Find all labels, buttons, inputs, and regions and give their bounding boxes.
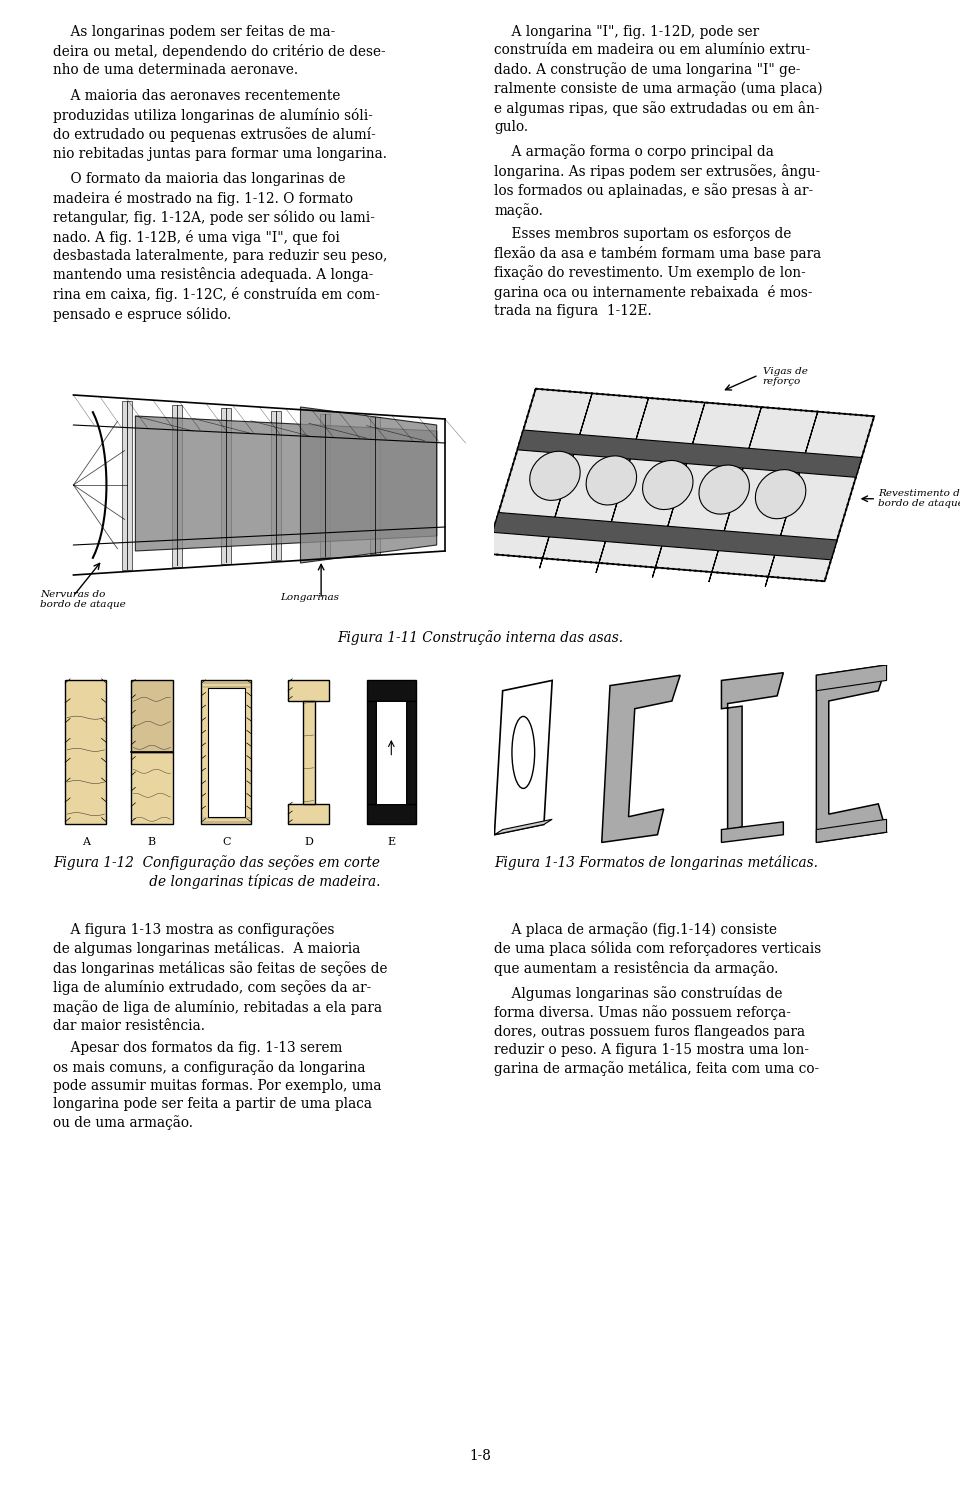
Text: Revestimento do
bordo de ataque: Revestimento do bordo de ataque <box>878 490 960 509</box>
Text: Nervuras do
bordo de ataque: Nervuras do bordo de ataque <box>40 591 126 610</box>
Polygon shape <box>540 393 592 568</box>
Text: A maioria das aeronaves recentemente
produzidas utiliza longarinas de alumínio s: A maioria das aeronaves recentemente pro… <box>53 89 387 161</box>
FancyBboxPatch shape <box>122 402 132 570</box>
Bar <box>207 687 245 817</box>
Ellipse shape <box>756 470 805 519</box>
Bar <box>65 680 107 824</box>
Text: A: A <box>82 838 90 847</box>
Text: Longarinas: Longarinas <box>280 594 339 603</box>
Text: As longarinas podem ser feitas de ma-
deira ou metal, dependendo do critério de : As longarinas podem ser feitas de ma- de… <box>53 25 385 77</box>
Polygon shape <box>517 430 862 478</box>
Text: Apesar dos formatos da fig. 1-13 serem
os mais comuns, a configuração da longari: Apesar dos formatos da fig. 1-13 serem o… <box>53 1042 381 1131</box>
Bar <box>367 701 376 805</box>
Bar <box>202 680 251 824</box>
Polygon shape <box>486 388 875 582</box>
Polygon shape <box>708 408 761 582</box>
FancyBboxPatch shape <box>172 405 181 567</box>
Bar <box>132 753 173 824</box>
FancyBboxPatch shape <box>221 408 231 564</box>
Ellipse shape <box>587 455 636 504</box>
Polygon shape <box>494 820 552 835</box>
Ellipse shape <box>512 716 535 789</box>
Text: A placa de armação (fig.1-14) consiste
de uma placa sólida com reforçadores vert: A placa de armação (fig.1-14) consiste d… <box>494 921 822 976</box>
Text: B: B <box>148 838 156 847</box>
Polygon shape <box>721 673 783 830</box>
Polygon shape <box>300 408 437 562</box>
Polygon shape <box>596 397 649 573</box>
Text: Vigas de
reforço: Vigas de reforço <box>762 366 807 387</box>
Polygon shape <box>653 402 705 577</box>
Bar <box>288 805 329 824</box>
Text: Figura 1-11 Construção interna das asas.: Figura 1-11 Construção interna das asas. <box>337 629 623 644</box>
Polygon shape <box>816 665 886 690</box>
Text: A longarina "I", fig. 1-12D, pode ser
construída em madeira ou em alumínio extru: A longarina "I", fig. 1-12D, pode ser co… <box>494 25 823 134</box>
Bar <box>406 701 416 805</box>
Text: C: C <box>222 838 230 847</box>
Ellipse shape <box>642 460 693 509</box>
Text: 1-8: 1-8 <box>469 1449 491 1463</box>
Polygon shape <box>135 417 437 551</box>
Text: A armação forma o corpo principal da
longarina. As ripas podem ser extrusões, ân: A armação forma o corpo principal da lon… <box>494 144 821 217</box>
FancyBboxPatch shape <box>321 414 330 557</box>
Polygon shape <box>816 665 886 842</box>
Polygon shape <box>816 820 886 842</box>
Bar <box>132 680 173 753</box>
Polygon shape <box>494 680 552 835</box>
Text: Figura 1-12  Configuração das seções em corte
                      de longarina: Figura 1-12 Configuração das seções em c… <box>53 856 380 890</box>
Bar <box>288 680 329 701</box>
Text: O formato da maioria das longarinas de
madeira é mostrado na fig. 1-12. O format: O formato da maioria das longarinas de m… <box>53 173 387 321</box>
Polygon shape <box>765 412 818 586</box>
Text: Figura 1-13 Formatos de longarinas metálicas.: Figura 1-13 Formatos de longarinas metál… <box>494 856 818 870</box>
Ellipse shape <box>530 451 580 500</box>
Text: Esses membros suportam os esforços de
flexão da asa e também formam uma base par: Esses membros suportam os esforços de fl… <box>494 228 822 318</box>
Polygon shape <box>492 512 837 559</box>
Bar <box>376 701 406 805</box>
Polygon shape <box>721 821 783 842</box>
Text: D: D <box>304 838 313 847</box>
Polygon shape <box>602 676 680 842</box>
Bar <box>367 680 416 701</box>
Text: E: E <box>387 838 396 847</box>
Text: A figura 1-13 mostra as configurações
de algumas longarinas metálicas.  A maiori: A figura 1-13 mostra as configurações de… <box>53 921 387 1033</box>
Ellipse shape <box>699 466 750 515</box>
Bar <box>367 805 416 824</box>
FancyBboxPatch shape <box>370 418 380 554</box>
FancyBboxPatch shape <box>271 411 280 561</box>
Bar <box>303 701 315 805</box>
Text: Algumas longarinas são construídas de
forma diversa. Umas não possuem reforça-
d: Algumas longarinas são construídas de fo… <box>494 987 820 1076</box>
